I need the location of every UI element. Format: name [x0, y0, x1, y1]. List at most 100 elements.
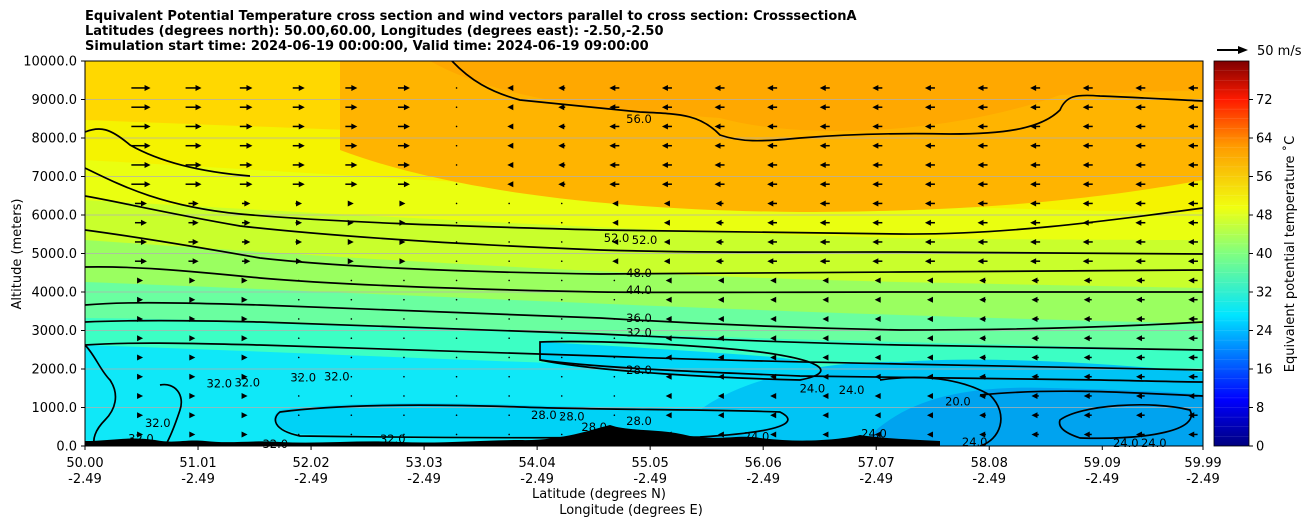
- wind-vector-head: [926, 373, 933, 380]
- band-22: [860, 387, 1203, 446]
- wind-vector-head: [144, 142, 151, 149]
- wind-vector-head: [770, 354, 777, 361]
- wind-vector-dot: [508, 337, 510, 340]
- wind-vector-head: [926, 412, 933, 419]
- wind-vector-head: [1135, 219, 1142, 226]
- contour-32-loop: [159, 383, 183, 446]
- y-tick-label: 6000.0: [32, 209, 78, 224]
- contour-label: 36.0: [626, 311, 652, 325]
- wind-vector-head: [1135, 238, 1142, 245]
- wind-vector-head: [1031, 277, 1038, 284]
- wind-vector-head: [717, 277, 724, 284]
- contour-label: 28.0: [626, 363, 652, 377]
- quiver-key-label: 50 m/s: [1257, 44, 1302, 59]
- wind-vector-head: [1187, 219, 1194, 226]
- wind-vector-head: [1188, 296, 1195, 303]
- contour-44: [85, 266, 1203, 294]
- wind-vector-head: [767, 142, 774, 149]
- wind-vector-head: [1082, 161, 1089, 168]
- wind-vector-head: [977, 258, 984, 265]
- wind-vector-head: [558, 84, 565, 91]
- wind-vector-head: [1082, 84, 1089, 91]
- wind-vector-dot: [508, 414, 510, 417]
- wind-vector-head: [1135, 354, 1142, 361]
- wind-vector-dot: [508, 260, 510, 263]
- wind-vector-head: [244, 200, 251, 207]
- wind-vector-head: [977, 123, 984, 130]
- wind-vector-head: [612, 219, 619, 226]
- wind-vector-head: [140, 219, 147, 226]
- wind-vector-head: [137, 335, 144, 342]
- wind-vector-dot: [560, 356, 563, 359]
- wind-vector-dot: [613, 279, 616, 282]
- wind-vector-head: [558, 142, 565, 149]
- wind-vector-dot: [455, 241, 458, 243]
- wind-vector-head: [979, 373, 986, 380]
- wind-vector-head: [770, 315, 777, 322]
- colorbar-tick-label: 0: [1256, 440, 1264, 455]
- wind-vector-head: [1030, 123, 1037, 130]
- wind-vector-head: [714, 84, 721, 91]
- contour-label: 24.0: [962, 435, 988, 449]
- contour-label: 32.0: [380, 432, 406, 446]
- contour-48: [85, 229, 1203, 275]
- wind-vector-dot: [560, 375, 563, 378]
- wind-vector-head: [977, 84, 984, 91]
- wind-vector-head: [1082, 104, 1089, 111]
- x-tick-label-lat: 50.00: [66, 456, 103, 471]
- wind-vector-head: [767, 181, 774, 188]
- wind-vector-head: [1030, 181, 1037, 188]
- contour-label: 32.0: [262, 437, 288, 451]
- contour-label: 28.0: [559, 409, 585, 423]
- wind-vector-head: [507, 142, 514, 149]
- wind-vector-head: [609, 104, 616, 111]
- wind-vector-head: [872, 258, 879, 265]
- wind-vector-dot: [350, 356, 353, 359]
- wind-vector-dot: [297, 337, 300, 340]
- wind-vector-head: [1082, 200, 1089, 207]
- wind-vector-head: [822, 412, 829, 419]
- wind-vector-dot: [613, 337, 616, 340]
- wind-vector-head: [1030, 200, 1037, 207]
- x-tick-label-lon: -2.49: [407, 472, 441, 487]
- contour-label: 52.0: [632, 233, 658, 247]
- colorbar-tick-label: 24: [1256, 324, 1273, 339]
- y-tick-label: 0.0: [56, 440, 77, 455]
- wind-vector-dot: [508, 221, 510, 224]
- wind-vector-head: [872, 238, 879, 245]
- wind-vector-head: [822, 431, 829, 438]
- wind-vector-head: [1188, 354, 1195, 361]
- wind-vector-head: [241, 412, 248, 419]
- wind-vector-head: [189, 431, 196, 438]
- colorbar-tick-label: 8: [1256, 401, 1264, 416]
- wind-vector-head: [1082, 142, 1089, 149]
- wind-vector-head: [1031, 296, 1038, 303]
- wind-vector-head: [144, 84, 151, 91]
- wind-vector-head: [926, 335, 933, 342]
- wind-vector-head: [189, 315, 196, 322]
- wind-vector-head: [979, 335, 986, 342]
- wind-vector-head: [1135, 104, 1142, 111]
- wind-vector-head: [1187, 238, 1194, 245]
- contour-20: [1058, 403, 1193, 440]
- contour-label: 24.0: [800, 381, 826, 395]
- wind-vector-head: [872, 219, 879, 226]
- wind-vector-dot: [455, 433, 458, 436]
- wind-vector-dot: [297, 279, 300, 282]
- title-line-1: Equivalent Potential Temperature cross s…: [85, 9, 857, 24]
- contour-36: [85, 319, 1203, 351]
- colorbar: 0 8 16 24 32 40 48 56 64 72 Equivalent potential …: [1213, 60, 1298, 455]
- wind-vector-head: [298, 161, 305, 168]
- contour-label: 32.0: [324, 370, 350, 384]
- wind-vectors: [131, 84, 1198, 438]
- wind-vector-head: [819, 123, 826, 130]
- wind-vector-head: [872, 84, 879, 91]
- wind-vector-head: [137, 412, 144, 419]
- wind-vector-head: [144, 181, 151, 188]
- x-tick-label-lat: 52.02: [292, 456, 329, 471]
- x-axis-label: Latitude (degrees N): [532, 487, 666, 502]
- wind-vector-dot: [613, 318, 616, 320]
- wind-vector-dot: [403, 356, 405, 359]
- wind-vector-head: [609, 161, 616, 168]
- x-tick-label-lon: -2.49: [1186, 472, 1220, 487]
